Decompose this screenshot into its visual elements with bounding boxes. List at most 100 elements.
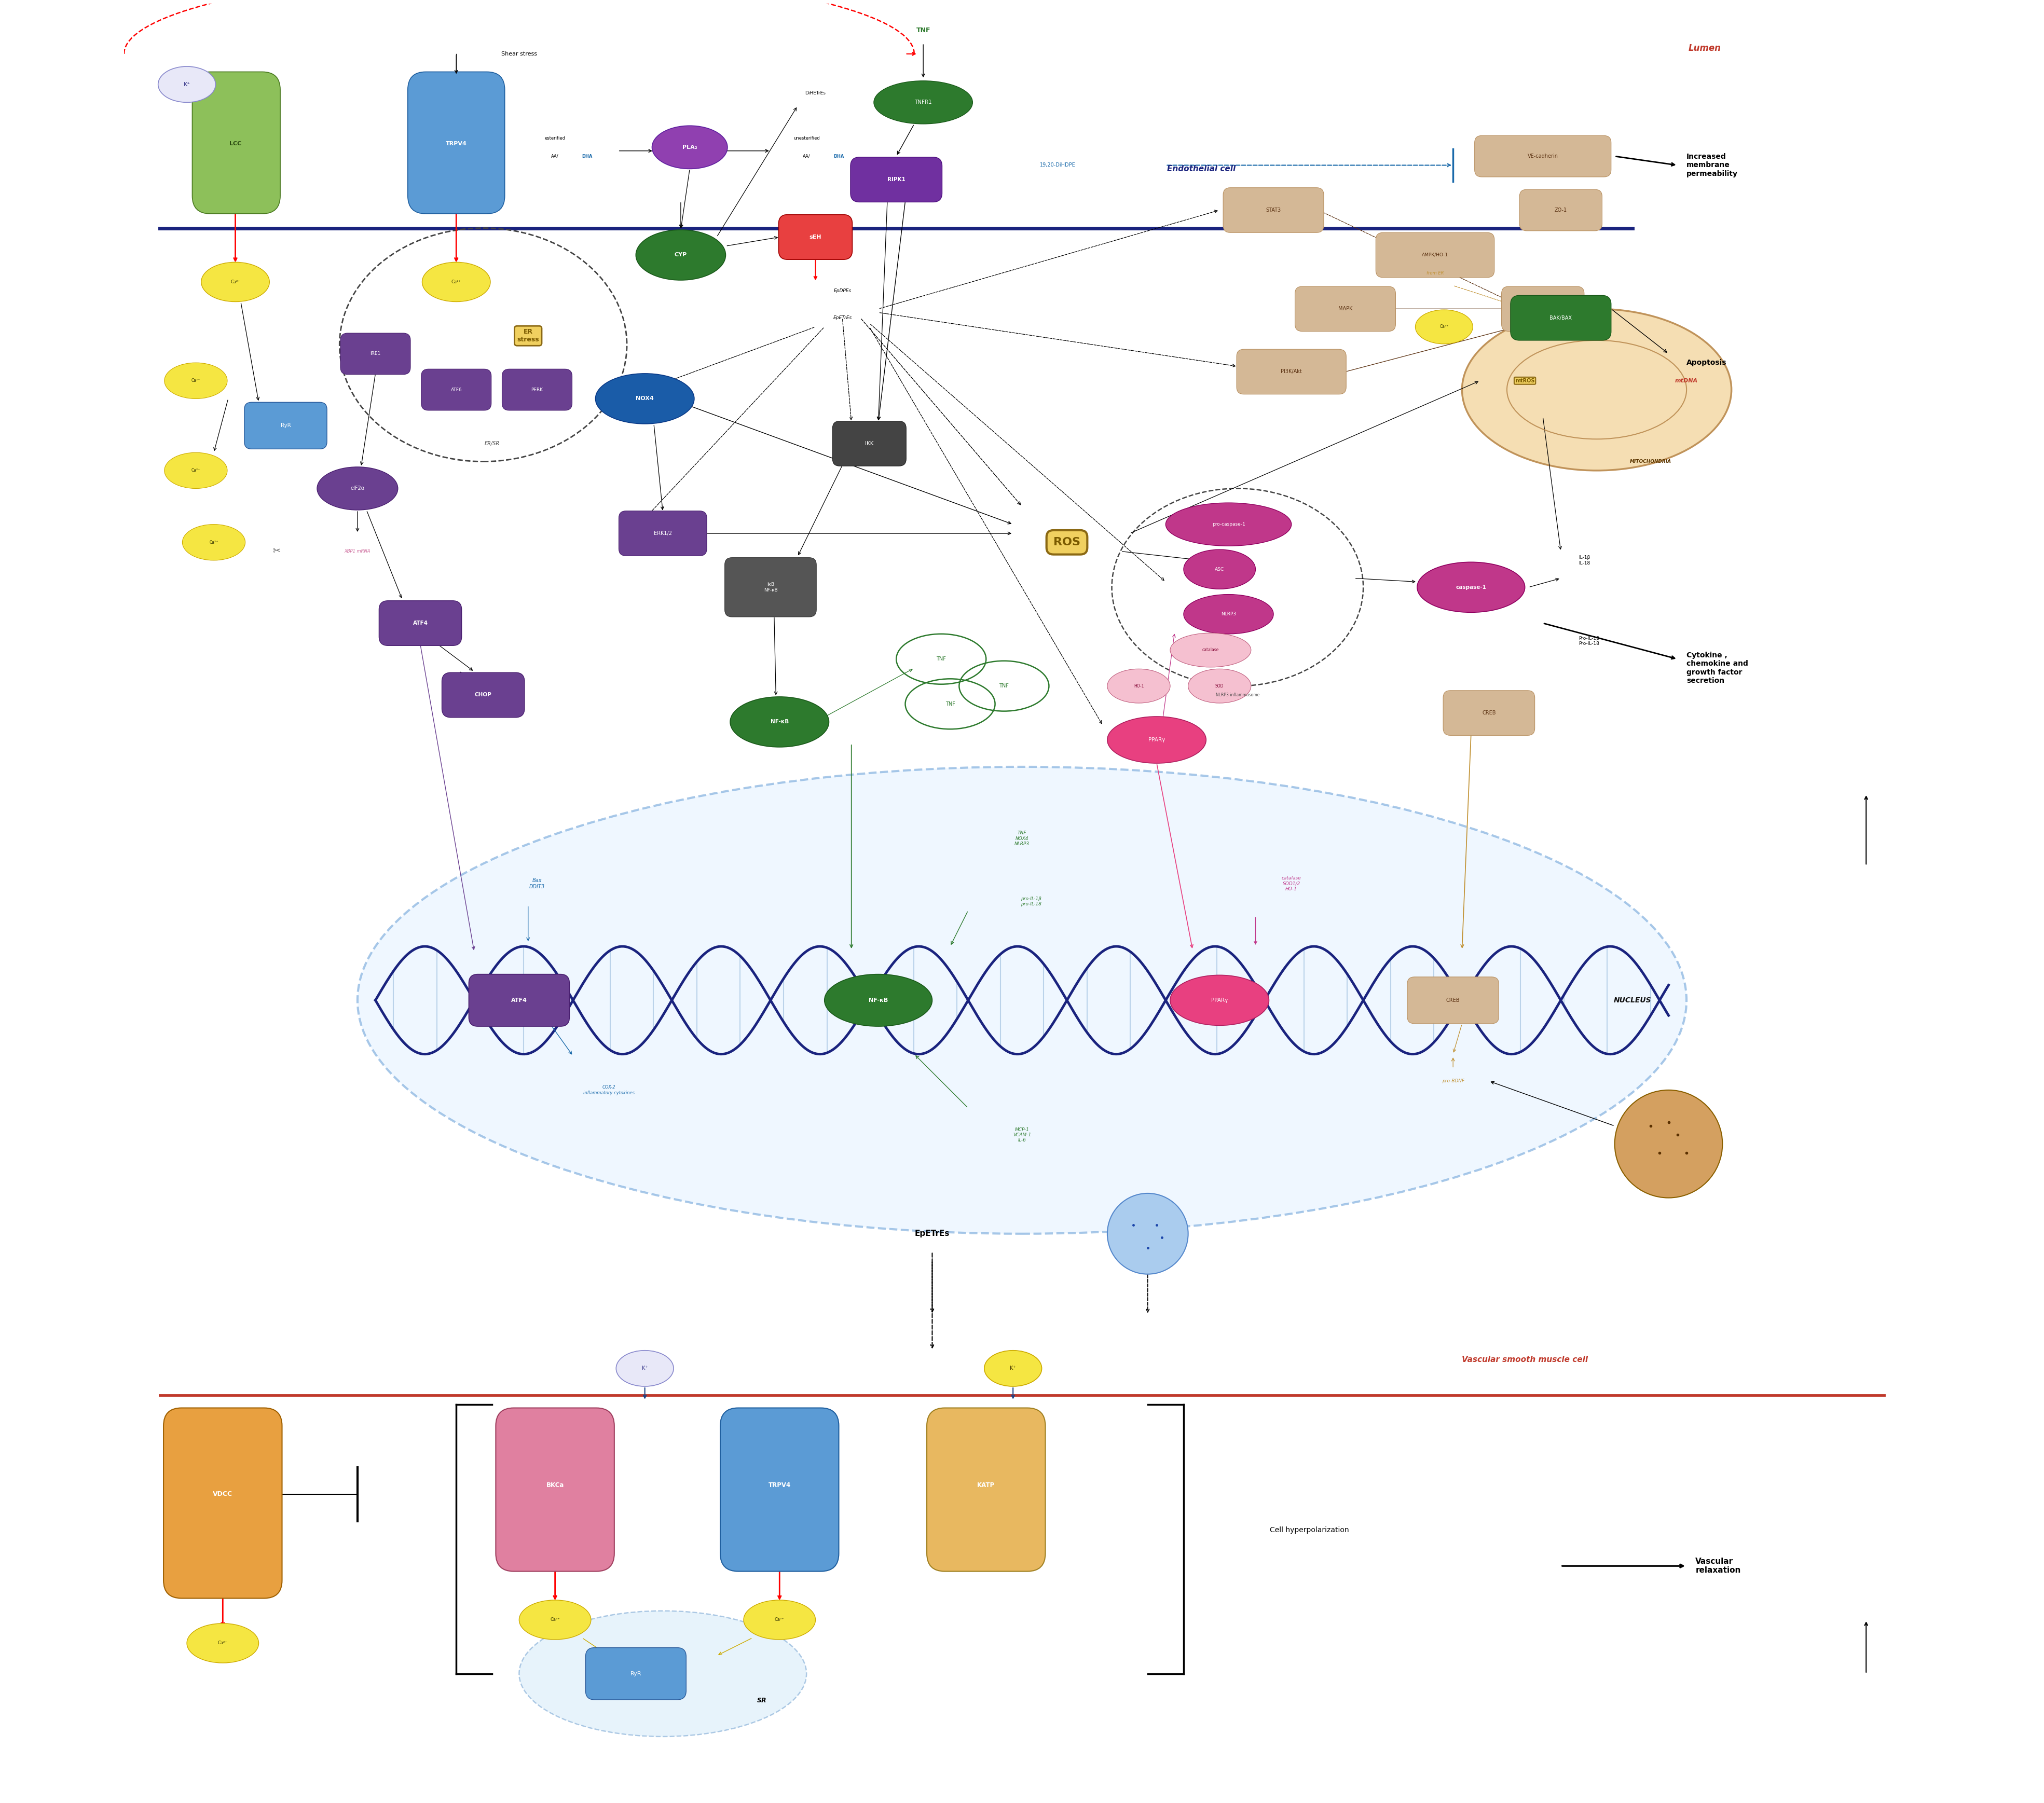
- Text: from ER: from ER: [1427, 270, 1443, 276]
- Ellipse shape: [595, 373, 695, 424]
- Text: ER
stress: ER stress: [517, 328, 540, 343]
- Text: NLRP3: NLRP3: [1220, 611, 1237, 617]
- Text: EpDPEs: EpDPEs: [834, 288, 850, 294]
- Text: ASC: ASC: [1214, 566, 1224, 572]
- Ellipse shape: [875, 81, 973, 124]
- FancyBboxPatch shape: [926, 1408, 1044, 1572]
- Text: K⁺: K⁺: [642, 1367, 648, 1370]
- Ellipse shape: [636, 229, 726, 279]
- Text: DiHETrEs: DiHETrEs: [805, 92, 826, 96]
- Text: EpETrEs: EpETrEs: [834, 316, 852, 321]
- FancyBboxPatch shape: [1519, 189, 1602, 231]
- Text: STAT3: STAT3: [1265, 207, 1282, 213]
- Ellipse shape: [200, 261, 270, 301]
- FancyBboxPatch shape: [1376, 233, 1494, 278]
- Ellipse shape: [1169, 633, 1251, 667]
- Text: RyR: RyR: [630, 1671, 642, 1677]
- Text: Vascular
relaxation: Vascular relaxation: [1697, 1558, 1741, 1574]
- FancyBboxPatch shape: [1296, 287, 1396, 332]
- Text: AA/: AA/: [803, 153, 809, 159]
- Ellipse shape: [186, 1623, 260, 1662]
- Text: eIF2α: eIF2α: [350, 485, 364, 490]
- Text: Ca²⁺: Ca²⁺: [231, 279, 241, 285]
- Text: SOD: SOD: [1216, 683, 1224, 689]
- FancyBboxPatch shape: [442, 673, 525, 718]
- Ellipse shape: [985, 1350, 1042, 1387]
- FancyBboxPatch shape: [503, 370, 572, 411]
- Text: Vascular smooth muscle cell: Vascular smooth muscle cell: [1461, 1356, 1588, 1363]
- FancyBboxPatch shape: [245, 402, 327, 449]
- Text: ER/SR: ER/SR: [484, 442, 499, 445]
- Text: NLRP3 inflammasome: NLRP3 inflammasome: [1216, 692, 1259, 698]
- Text: IκB
NF-κB: IκB NF-κB: [764, 582, 777, 591]
- Text: pro-BDNF: pro-BDNF: [1441, 1078, 1464, 1084]
- Text: TNFR1: TNFR1: [914, 99, 932, 105]
- Text: pro-IL-1β
pro-IL-18: pro-IL-1β pro-IL-18: [1020, 896, 1040, 907]
- Ellipse shape: [1169, 975, 1269, 1026]
- Ellipse shape: [744, 1599, 816, 1639]
- Text: Cell hyperpolarization: Cell hyperpolarization: [1269, 1527, 1349, 1534]
- FancyBboxPatch shape: [421, 370, 491, 411]
- Text: NF-κB: NF-κB: [869, 997, 887, 1002]
- Text: Pro-IL-1β
Pro-IL-18: Pro-IL-1β Pro-IL-18: [1578, 636, 1600, 645]
- Ellipse shape: [423, 261, 491, 301]
- Ellipse shape: [1108, 716, 1206, 763]
- Ellipse shape: [652, 126, 728, 169]
- Text: RIPK1: RIPK1: [887, 177, 905, 182]
- Text: COX-2
inflammatory cytokines: COX-2 inflammatory cytokines: [583, 1085, 634, 1094]
- FancyBboxPatch shape: [832, 422, 905, 465]
- Text: TNF: TNF: [916, 27, 930, 34]
- Text: VE-cadherin: VE-cadherin: [1527, 153, 1558, 159]
- Ellipse shape: [824, 974, 932, 1026]
- Text: BKCa: BKCa: [546, 1482, 564, 1489]
- Text: XBP1 mRNA: XBP1 mRNA: [343, 548, 370, 554]
- Text: PLA₂: PLA₂: [683, 144, 697, 150]
- Text: ATF4: ATF4: [413, 620, 427, 626]
- Text: Bax
DDIT3: Bax DDIT3: [529, 878, 546, 889]
- FancyBboxPatch shape: [1511, 296, 1611, 341]
- FancyBboxPatch shape: [192, 72, 280, 215]
- FancyBboxPatch shape: [1474, 135, 1611, 177]
- Text: ✂: ✂: [272, 546, 280, 555]
- Text: TNF: TNF: [936, 656, 946, 662]
- Text: ATF6: ATF6: [450, 388, 462, 391]
- Ellipse shape: [164, 453, 227, 489]
- Ellipse shape: [164, 362, 227, 398]
- Text: pro-caspase-1: pro-caspase-1: [1212, 523, 1245, 526]
- Text: NOX4: NOX4: [636, 397, 654, 402]
- FancyBboxPatch shape: [726, 557, 816, 617]
- FancyBboxPatch shape: [585, 1648, 687, 1700]
- Text: MAPK: MAPK: [1339, 307, 1353, 312]
- Ellipse shape: [1183, 550, 1255, 590]
- FancyBboxPatch shape: [719, 1408, 838, 1572]
- Text: NF-κB: NF-κB: [771, 719, 789, 725]
- Text: ATF4: ATF4: [511, 997, 527, 1002]
- Ellipse shape: [157, 67, 215, 103]
- Ellipse shape: [1108, 1194, 1188, 1275]
- Text: PERK: PERK: [531, 388, 544, 391]
- Text: ROS: ROS: [1053, 537, 1081, 548]
- Text: Ca²⁺: Ca²⁺: [452, 279, 462, 285]
- Text: catalase: catalase: [1202, 647, 1218, 653]
- Text: RyR: RyR: [280, 424, 290, 427]
- Ellipse shape: [519, 1610, 807, 1736]
- Ellipse shape: [519, 1599, 591, 1639]
- Text: PPARγ: PPARγ: [1212, 997, 1228, 1002]
- Text: CREB: CREB: [1482, 710, 1496, 716]
- Ellipse shape: [1165, 503, 1292, 546]
- FancyBboxPatch shape: [619, 510, 707, 555]
- Text: Ca²⁺: Ca²⁺: [192, 469, 200, 472]
- Text: catalase
SOD1/2
HO-1: catalase SOD1/2 HO-1: [1282, 876, 1302, 891]
- Text: AA/: AA/: [552, 153, 558, 159]
- Text: mtROS: mtROS: [1515, 379, 1535, 384]
- FancyBboxPatch shape: [779, 215, 852, 260]
- Text: Ca²⁺: Ca²⁺: [192, 379, 200, 382]
- Text: Increased
membrane
permeability: Increased membrane permeability: [1686, 153, 1737, 177]
- Ellipse shape: [1188, 669, 1251, 703]
- FancyBboxPatch shape: [497, 1408, 615, 1572]
- Ellipse shape: [1183, 595, 1273, 635]
- Text: Ca²⁺: Ca²⁺: [775, 1617, 785, 1623]
- Text: IRE1: IRE1: [370, 352, 380, 357]
- Ellipse shape: [1615, 1091, 1723, 1197]
- Text: ERK1/2: ERK1/2: [654, 530, 672, 535]
